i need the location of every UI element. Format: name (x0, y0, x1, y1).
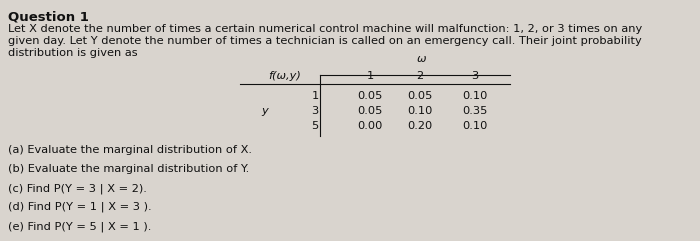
Text: 0.05: 0.05 (357, 91, 383, 101)
Text: 1: 1 (312, 91, 318, 101)
Text: distribution is given as: distribution is given as (8, 48, 138, 58)
Text: 1: 1 (366, 71, 374, 81)
Text: (b) Evaluate the marginal distribution of Y.: (b) Evaluate the marginal distribution o… (8, 164, 249, 174)
Text: 0.20: 0.20 (407, 121, 433, 131)
Text: 5: 5 (312, 121, 318, 131)
Text: given day. Let Y denote the number of times a technician is called on an emergen: given day. Let Y denote the number of ti… (8, 36, 642, 46)
Text: 0.00: 0.00 (357, 121, 383, 131)
Text: 0.10: 0.10 (462, 121, 488, 131)
Text: ω: ω (417, 54, 426, 64)
Text: (d) Find P(Y = 1 | X = 3 ).: (d) Find P(Y = 1 | X = 3 ). (8, 202, 152, 213)
Text: 2: 2 (416, 71, 424, 81)
Text: 0.10: 0.10 (462, 91, 488, 101)
Text: 0.05: 0.05 (357, 106, 383, 116)
Text: 0.10: 0.10 (407, 106, 433, 116)
Text: Let X denote the number of times a certain numerical control machine will malfun: Let X denote the number of times a certa… (8, 24, 643, 34)
Text: 3: 3 (471, 71, 479, 81)
Text: Question 1: Question 1 (8, 10, 89, 23)
Text: 0.05: 0.05 (407, 91, 433, 101)
Text: (c) Find P(Y = 3 | X = 2).: (c) Find P(Y = 3 | X = 2). (8, 183, 147, 194)
Text: (a) Evaluate the marginal distribution of X.: (a) Evaluate the marginal distribution o… (8, 145, 252, 155)
Text: (e) Find P(Y = 5 | X = 1 ).: (e) Find P(Y = 5 | X = 1 ). (8, 221, 151, 232)
Text: f(ω,y): f(ω,y) (269, 71, 302, 81)
Text: 3: 3 (312, 106, 318, 116)
Text: y: y (262, 106, 268, 116)
Text: 0.35: 0.35 (462, 106, 488, 116)
